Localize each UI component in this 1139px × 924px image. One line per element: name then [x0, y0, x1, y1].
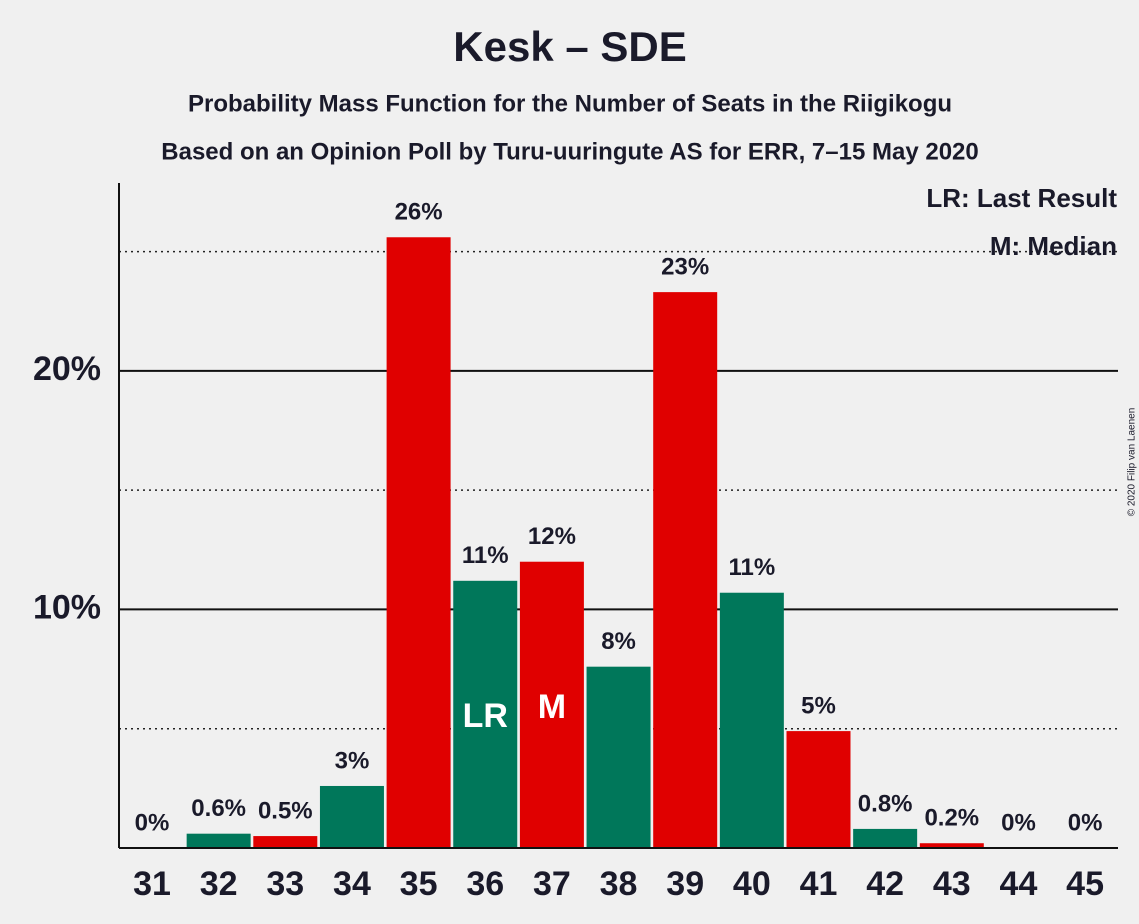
value-label: 0.5%	[258, 797, 313, 824]
bar	[186, 833, 251, 848]
bar	[786, 731, 851, 848]
value-label: 0%	[1001, 809, 1036, 836]
y-tick-label: 20%	[33, 350, 101, 388]
y-tick-label: 10%	[33, 588, 101, 626]
x-tick-label: 44	[1000, 865, 1038, 903]
x-tick-label: 41	[800, 865, 838, 903]
bar-marker: M	[538, 688, 566, 726]
x-tick-label: 31	[133, 865, 171, 903]
bars	[186, 237, 984, 849]
bar	[253, 836, 318, 848]
x-tick-label: 43	[933, 865, 971, 903]
bar	[453, 580, 518, 848]
x-tick-label: 32	[200, 865, 238, 903]
x-tick-label: 36	[466, 865, 504, 903]
value-label: 23%	[661, 253, 709, 280]
bar	[519, 561, 584, 848]
value-label: 0.2%	[924, 805, 979, 832]
value-label: 26%	[395, 199, 443, 226]
bar	[719, 592, 784, 848]
legend-entry: M: Median	[990, 231, 1117, 261]
value-label: 12%	[528, 523, 576, 550]
value-label: 8%	[601, 628, 636, 655]
bar	[653, 292, 718, 849]
copyright: © 2020 Filip van Laenen	[1127, 408, 1138, 517]
value-label: 5%	[801, 692, 836, 719]
x-tick-label: 38	[600, 865, 638, 903]
bar	[319, 785, 384, 848]
value-label: 3%	[335, 747, 370, 774]
legend-entry: LR: Last Result	[926, 183, 1117, 213]
value-label: 0.6%	[191, 795, 246, 822]
value-label: 0%	[1068, 809, 1103, 836]
value-label: 11%	[728, 554, 775, 581]
x-tick-label: 42	[866, 865, 904, 903]
bar	[919, 843, 984, 848]
bar	[386, 237, 451, 848]
chart-subtitle: Probability Mass Function for the Number…	[188, 90, 952, 117]
x-tick-label: 34	[333, 865, 371, 903]
x-tick-label: 39	[666, 865, 704, 903]
chart-title: Kesk – SDE	[453, 23, 686, 70]
value-label: 0%	[135, 809, 170, 836]
x-tick-label: 37	[533, 865, 571, 903]
x-tick-label: 35	[400, 865, 438, 903]
value-label: 11%	[462, 542, 509, 569]
value-label: 0.8%	[858, 790, 913, 817]
chart-subtitle: Based on an Opinion Poll by Turu-uuringu…	[161, 138, 978, 165]
bar	[586, 666, 651, 848]
x-tick-label: 33	[266, 865, 304, 903]
x-tick-label: 40	[733, 865, 771, 903]
bar-marker: LR	[463, 697, 508, 735]
x-tick-label: 45	[1066, 865, 1104, 903]
bar	[853, 828, 918, 848]
